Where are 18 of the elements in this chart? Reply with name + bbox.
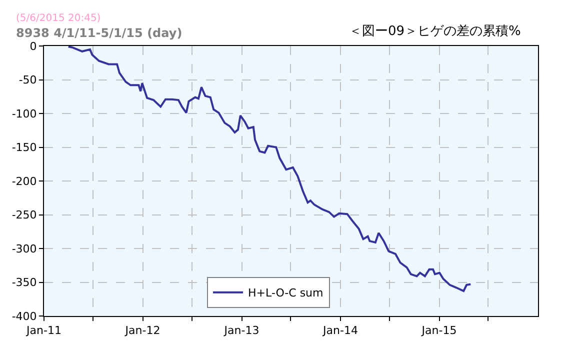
x-tick-label: Jan-12	[124, 324, 160, 338]
text: (5/6/2015 20:45)	[16, 13, 101, 24]
x-tick-label: Jan-15	[420, 324, 457, 338]
y-tick-label: -250	[12, 208, 37, 222]
y-tick-label: -50	[18, 74, 37, 87]
y-tick-label: -300	[12, 242, 37, 256]
x-tick-label: Jan-11	[26, 324, 62, 338]
y-tick-label: -150	[12, 141, 37, 154]
chart-title: ＜図ー09＞ヒゲの差の累積%	[349, 24, 521, 39]
legend-label: H+L-O-C sum	[248, 286, 324, 300]
y-tick-label: -400	[12, 310, 37, 323]
x-tick-label: Jan-13	[223, 324, 260, 338]
y-tick-label: -100	[12, 107, 37, 120]
y-tick-label: -200	[12, 174, 37, 188]
x-tick-label: Jan-14	[322, 324, 358, 338]
y-tick-label: -350	[12, 276, 37, 290]
chart-subtitle: 8938 4/1/11-5/1/15 (day)	[16, 26, 182, 40]
y-tick-label: 0	[30, 40, 37, 53]
